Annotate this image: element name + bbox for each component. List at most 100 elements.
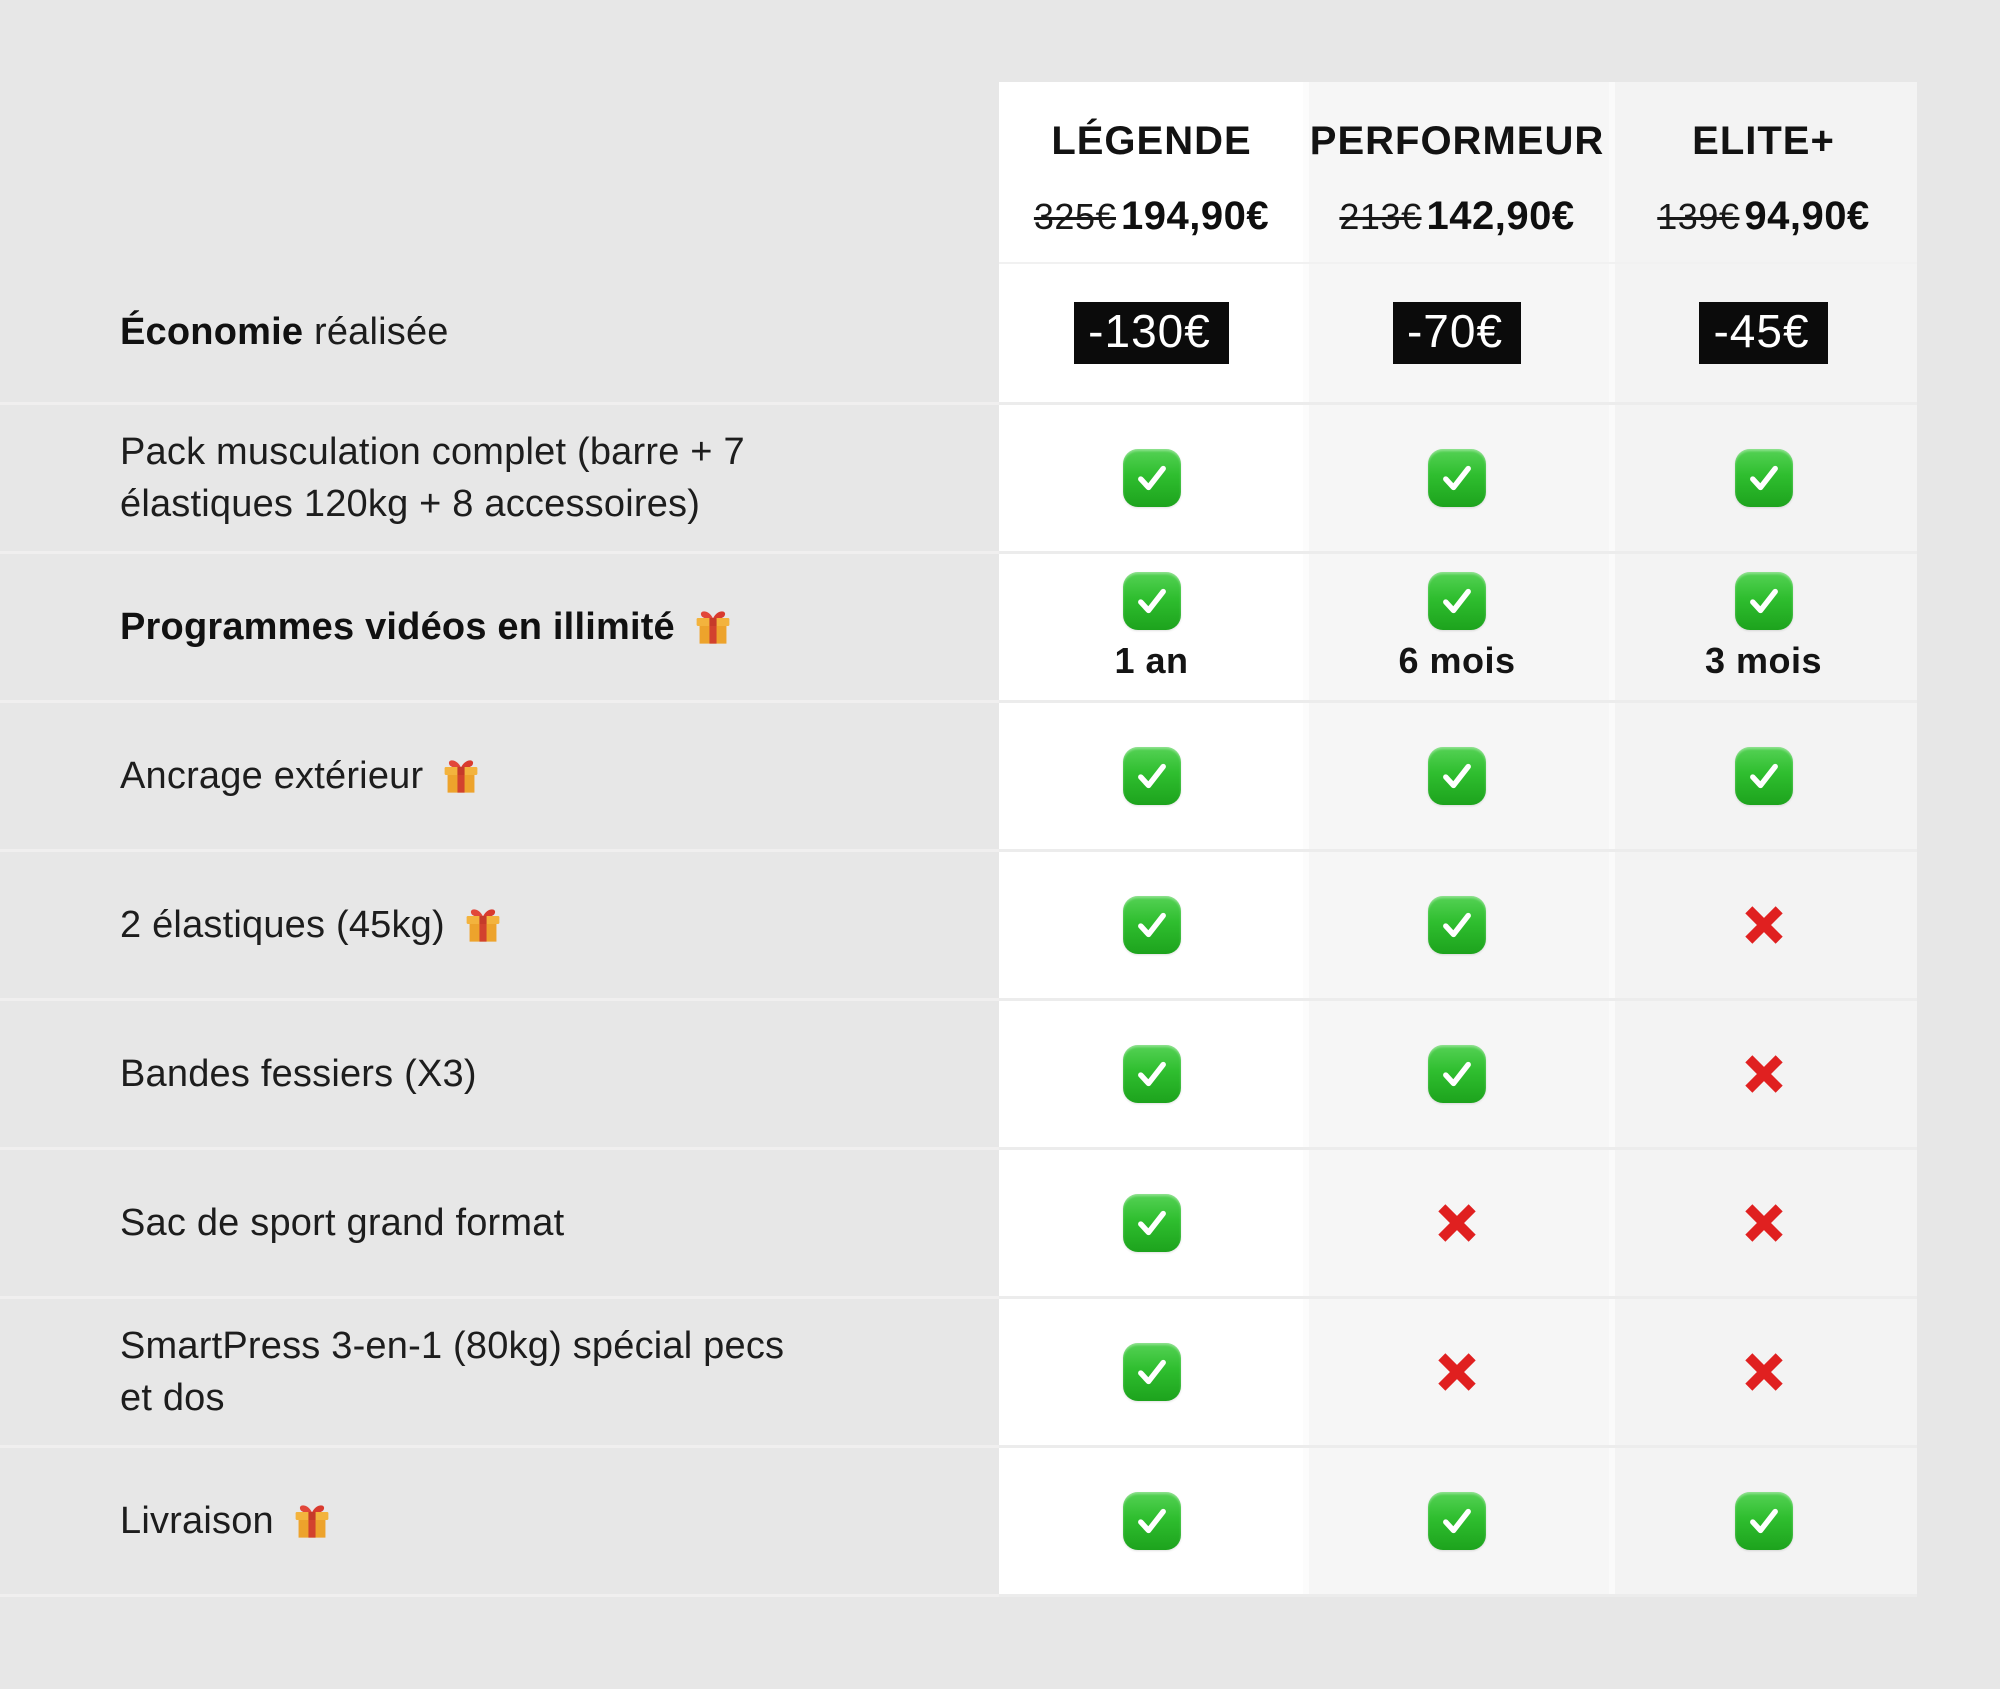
- plan-cell: 6 mois: [1304, 554, 1610, 703]
- plan-cell: -45€: [1610, 262, 1917, 405]
- column-gap: [1303, 82, 1309, 1597]
- column-gap: [1609, 82, 1615, 1597]
- feature-row: Livraison: [0, 1448, 2000, 1597]
- feature-label: Sac de sport grand format: [0, 1150, 999, 1299]
- plan-cell: [1610, 703, 1917, 852]
- plan-header-elite: ELITE+ 139€ 94,90€: [1610, 82, 1917, 262]
- plan-header-legende: LÉGENDE 325€ 194,90€: [999, 82, 1304, 262]
- cross-icon: [1429, 1195, 1485, 1251]
- economy-label-rest: réalisée: [303, 310, 449, 353]
- check-icon: [1122, 1045, 1181, 1103]
- feature-row: 2 élastiques (45kg): [0, 852, 2000, 1001]
- plan-cell: 3 mois: [1610, 554, 1917, 703]
- plan-cell: [1610, 1150, 1917, 1299]
- plan-cell: [1304, 1448, 1610, 1597]
- plan-cell: [1304, 703, 1610, 852]
- savings-badge: -130€: [1074, 301, 1229, 365]
- plan-new-price: 142,90€: [1426, 194, 1575, 238]
- plan-cell: [999, 1150, 1304, 1299]
- cross-icon: [1429, 1344, 1485, 1400]
- check-icon: [1428, 896, 1486, 954]
- check-icon: [1428, 449, 1486, 507]
- plan-cell: [1610, 1001, 1917, 1150]
- feature-label: 2 élastiques (45kg): [0, 852, 999, 1001]
- plan-cell: [1304, 1001, 1610, 1150]
- gift-icon: [696, 611, 730, 644]
- check-icon: [1428, 1045, 1486, 1103]
- cross-icon: [1736, 1344, 1792, 1400]
- table-header-row: LÉGENDE 325€ 194,90€ PERFORMEUR 213€ 142…: [0, 82, 2000, 262]
- duration-label: 3 mois: [1704, 640, 1823, 681]
- check-icon: [1122, 896, 1181, 954]
- plan-cell: [1304, 1299, 1610, 1448]
- plan-old-price: 213€: [1339, 196, 1422, 237]
- cross-icon: [1736, 897, 1792, 953]
- check-icon: [1734, 747, 1793, 805]
- feature-row: Programmes vidéos en illimité 1 an 6 moi: [0, 554, 2000, 703]
- feature-row: Sac de sport grand format: [0, 1150, 2000, 1299]
- feature-label: Livraison: [0, 1448, 999, 1597]
- plan-cell: [1304, 852, 1610, 1001]
- savings-badge: -45€: [1699, 301, 1828, 365]
- plan-new-price: 194,90€: [1121, 194, 1270, 238]
- check-icon: [1428, 572, 1486, 630]
- price-line: 139€ 94,90€: [1657, 194, 1869, 239]
- plan-cell: [1610, 1299, 1917, 1448]
- duration-label: 1 an: [1114, 640, 1189, 681]
- plan-name: LÉGENDE: [1051, 119, 1252, 163]
- plan-name: ELITE+: [1692, 119, 1835, 163]
- pricing-table: LÉGENDE 325€ 194,90€ PERFORMEUR 213€ 142…: [0, 82, 2000, 1597]
- check-icon: [1122, 1194, 1181, 1252]
- plan-cell: -130€: [999, 262, 1304, 405]
- plan-cell: [999, 703, 1304, 852]
- feature-label: Bandes fessiers (X3): [0, 1001, 999, 1150]
- plan-cell: [1610, 1448, 1917, 1597]
- gift-icon: [444, 760, 478, 793]
- economy-label: Économie réalisée: [0, 262, 999, 405]
- plan-cell: -70€: [1304, 262, 1610, 405]
- check-icon: [1122, 747, 1181, 805]
- plan-cell: [1610, 405, 1917, 554]
- gift-icon: [466, 909, 500, 942]
- plan-cell: [999, 852, 1304, 1001]
- feature-row: Pack musculation complet (barre + 7 élas…: [0, 405, 2000, 554]
- check-icon: [1734, 449, 1793, 507]
- feature-row: Bandes fessiers (X3): [0, 1001, 2000, 1150]
- plan-cell: [1304, 405, 1610, 554]
- plan-old-price: 139€: [1657, 196, 1740, 237]
- gift-icon: [295, 1505, 329, 1538]
- check-icon: [1122, 572, 1181, 630]
- check-icon: [1122, 1343, 1181, 1401]
- economy-label-bold: Économie: [120, 310, 304, 353]
- plan-cell: [999, 1448, 1304, 1597]
- plan-new-price: 94,90€: [1744, 194, 1870, 238]
- feature-label: Ancrage extérieur: [0, 703, 999, 852]
- plan-cell: [1304, 1150, 1610, 1299]
- cross-icon: [1736, 1195, 1792, 1251]
- check-icon: [1734, 572, 1793, 630]
- cross-icon: [1736, 1046, 1792, 1102]
- check-icon: [1428, 1492, 1486, 1550]
- check-icon: [1122, 449, 1181, 507]
- economy-row: Économie réalisée -130€ -70€ -45€: [0, 262, 2000, 405]
- plan-old-price: 325€: [1033, 196, 1116, 237]
- savings-badge: -70€: [1392, 301, 1522, 365]
- plan-cell: [999, 405, 1304, 554]
- feature-label: SmartPress 3-en-1 (80kg) spécial pecs et…: [0, 1299, 999, 1448]
- plan-cell: 1 an: [999, 554, 1304, 703]
- plan-cell: [999, 1001, 1304, 1150]
- price-line: 325€ 194,90€: [1034, 194, 1269, 239]
- plan-cell: [1610, 852, 1917, 1001]
- header-empty-label: [0, 82, 999, 262]
- plan-cell: [999, 1299, 1304, 1448]
- feature-row: SmartPress 3-en-1 (80kg) spécial pecs et…: [0, 1299, 2000, 1448]
- feature-label: Pack musculation complet (barre + 7 élas…: [0, 405, 999, 554]
- price-line: 213€ 142,90€: [1339, 194, 1574, 239]
- plan-header-performeur: PERFORMEUR 213€ 142,90€: [1304, 82, 1610, 262]
- check-icon: [1428, 747, 1486, 805]
- plan-name: PERFORMEUR: [1309, 119, 1605, 163]
- check-icon: [1734, 1492, 1793, 1550]
- check-icon: [1122, 1492, 1181, 1550]
- feature-row: Ancrage extérieur: [0, 703, 2000, 852]
- feature-label: Programmes vidéos en illimité: [0, 554, 999, 703]
